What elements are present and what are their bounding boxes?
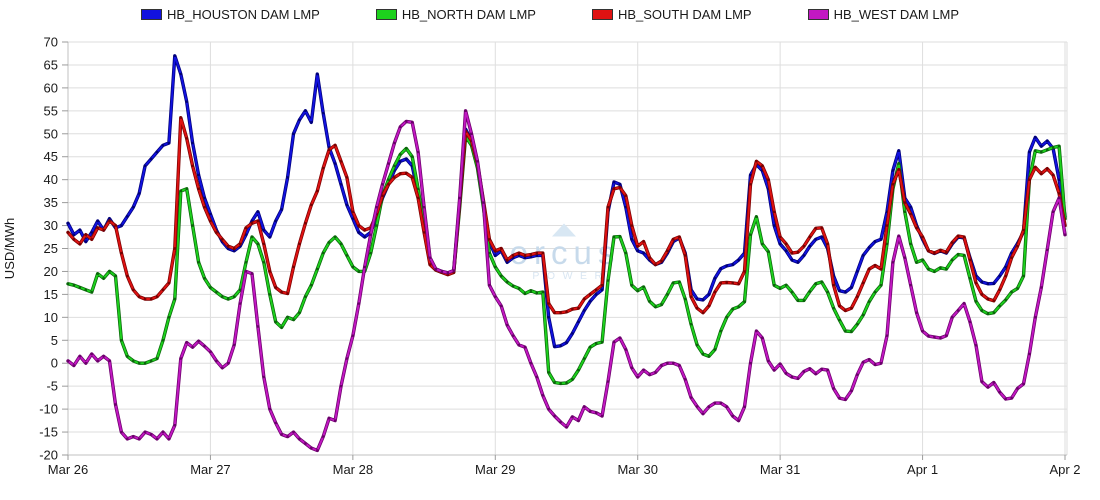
y-tick-label: 0	[51, 356, 58, 371]
legend-swatch-icon	[140, 9, 162, 20]
legend-swatch-icon	[591, 9, 613, 20]
y-tick-label: 65	[44, 57, 58, 72]
series-hb-north-dam-lmp	[66, 134, 1067, 386]
legend-label: HB_NORTH DAM LMP	[401, 7, 536, 22]
series-hb-south-dam-lmp	[66, 115, 1067, 315]
x-tick-label: Mar 28	[333, 462, 373, 477]
legend: HB_HOUSTON DAM LMP HB_NORTH DAM LMP HB_SOU…	[0, 7, 1100, 22]
watermark-brand: orcus	[510, 234, 621, 271]
x-tick-label: Apr 2	[1049, 462, 1080, 477]
series-line	[67, 116, 1066, 314]
y-tick-label: 30	[44, 218, 58, 233]
x-tick-label: Mar 26	[48, 462, 88, 477]
y-tick-label: 5	[51, 333, 58, 348]
x-tick-label: Mar 31	[760, 462, 800, 477]
legend-item-hb-north-dam-lmp[interactable]: HB_NORTH DAM LMP	[375, 7, 536, 22]
y-tick-label: -10	[39, 402, 58, 417]
y-tick-label: 50	[44, 126, 58, 141]
legend-label: HB_WEST DAM LMP	[833, 7, 960, 22]
watermark-triangle-icon	[552, 223, 576, 237]
y-tick-label: 15	[44, 287, 58, 302]
y-tick-label: 55	[44, 103, 58, 118]
y-tick-label: -5	[46, 379, 58, 394]
legend-item-hb-west-dam-lmp[interactable]: HB_WEST DAM LMP	[807, 7, 960, 22]
y-tick-label: 25	[44, 241, 58, 256]
legend-swatch-icon	[375, 9, 397, 20]
legend-item-hb-south-dam-lmp[interactable]: HB_SOUTH DAM LMP	[591, 7, 752, 22]
x-tick-label: Mar 29	[475, 462, 515, 477]
series-markers	[66, 116, 1067, 314]
series-line-outline	[66, 115, 1067, 315]
legend-item-hb-houston-dam-lmp[interactable]: HB_HOUSTON DAM LMP	[140, 7, 320, 22]
x-tick-label: Mar 30	[617, 462, 657, 477]
y-tick-labels: -20 -15 -10 -5 0 5 10 15 20 25 30 35 40 45 50 55 60 65 70	[39, 35, 68, 463]
y-tick-label: -20	[39, 448, 58, 463]
series-hb-houston-dam-lmp	[66, 54, 1067, 349]
y-tick-label: -15	[39, 425, 58, 440]
legend-label: HB_SOUTH DAM LMP	[617, 7, 752, 22]
y-tick-label: 70	[44, 35, 58, 50]
x-tick-label: Mar 27	[190, 462, 230, 477]
x-tick-labels: Mar 26 Mar 27 Mar 28 Mar 29 Mar 30 Mar 31 Apr …	[48, 455, 1081, 477]
y-tick-label: 45	[44, 149, 58, 164]
y-axis-title: USD/MWh	[2, 218, 17, 279]
y-tick-label: 35	[44, 195, 58, 210]
x-tick-label: Apr 1	[907, 462, 938, 477]
y-tick-label: 60	[44, 80, 58, 95]
watermark-sub: POWER	[532, 270, 609, 282]
legend-swatch-icon	[807, 9, 829, 20]
y-tick-label: 10	[44, 310, 58, 325]
legend-label: HB_HOUSTON DAM LMP	[166, 7, 320, 22]
y-tick-label: 20	[44, 264, 58, 279]
series-hb-west-dam-lmp	[66, 109, 1067, 453]
y-tick-label: 40	[44, 172, 58, 187]
